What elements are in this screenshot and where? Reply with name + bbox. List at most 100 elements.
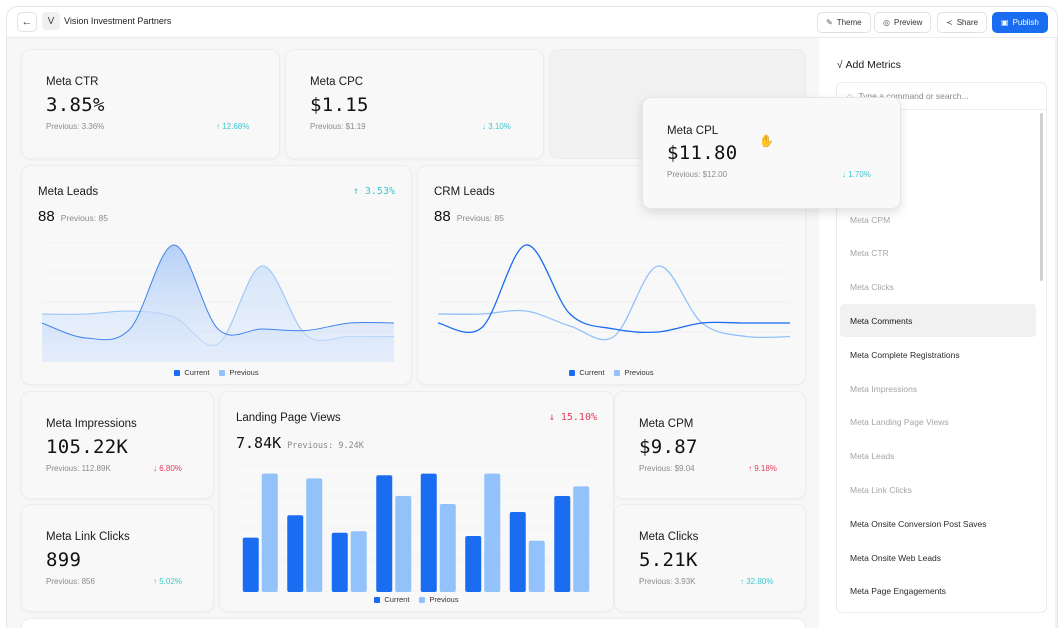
metric-option[interactable]: Meta Comments xyxy=(840,304,1036,338)
bar-previous xyxy=(439,504,456,592)
metric-delta: ↑ 12.68% xyxy=(216,122,250,131)
sqrt-icon: √ xyxy=(837,60,843,71)
command-menu: ○ Meta CPM Meta CTR Meta Clicks Meta Commen… xyxy=(836,82,1047,613)
chart-card-landing-page-views[interactable]: Landing Page Views ↓ 15.10% 7.84K Previou… xyxy=(219,391,614,612)
bar-previous xyxy=(306,478,323,592)
chart-value: 88 Previous: 85 xyxy=(434,208,504,225)
bar-current xyxy=(287,515,304,592)
metric-option[interactable]: Meta Leads xyxy=(850,451,895,462)
metric-previous: Previous: $12.00 xyxy=(667,170,728,179)
chart-card-meta-leads[interactable]: Meta Leads ↑ 3.53% 88 Previous: 85 Curren… xyxy=(21,165,412,385)
metric-previous: Previous: 3.36% xyxy=(46,122,105,131)
metric-delta: ↓ 6.80% xyxy=(153,464,182,473)
metric-option[interactable]: Meta Onsite Web Leads xyxy=(850,552,942,563)
chart-value: 88 Previous: 85 xyxy=(38,208,108,225)
pencil-icon: ✎ xyxy=(826,18,833,27)
chart-title: Landing Page Views xyxy=(236,412,341,424)
metric-value: 105.22K xyxy=(46,436,129,458)
metric-option[interactable]: Meta Link Clicks xyxy=(850,484,912,495)
chart-value: 7.84K Previous: 9.24K xyxy=(236,434,364,452)
back-button[interactable]: ← xyxy=(17,12,37,32)
metric-card-meta-ctr[interactable]: Meta CTR 3.85% Previous: 3.36% ↑ 12.68% xyxy=(21,49,280,159)
bar-current xyxy=(331,532,348,592)
metric-option[interactable]: Meta Page Engagements xyxy=(850,586,946,597)
eye-icon: ◎ xyxy=(883,18,890,27)
save-icon: ▣ xyxy=(1001,18,1009,27)
metric-value: 5.21K xyxy=(639,549,698,571)
chart-legend: Current Previous xyxy=(418,368,805,377)
metric-title: Meta Clicks xyxy=(639,531,699,543)
landing-page-views-bar-chart xyxy=(238,464,594,592)
bar-previous xyxy=(350,531,367,592)
metric-option[interactable]: Meta Onsite Conversion Post Saves xyxy=(850,518,987,529)
bar-previous xyxy=(395,496,412,592)
meta-leads-area-chart xyxy=(42,242,394,362)
command-search-input[interactable] xyxy=(858,91,1029,101)
legend-item-current: Current xyxy=(174,368,209,377)
metric-option[interactable]: Meta CTR xyxy=(850,248,889,259)
chart-previous: Previous: 85 xyxy=(60,213,108,223)
metric-previous: Previous: 856 xyxy=(46,577,95,586)
area-current xyxy=(42,245,394,362)
bar-previous xyxy=(261,473,278,592)
metric-value: $1.15 xyxy=(310,94,369,116)
bar-previous xyxy=(484,473,501,592)
dragging-metric-card-meta-cpl[interactable]: Meta CPL $11.80 Previous: $12.00 ↓ 1.70%… xyxy=(642,97,901,209)
metric-value: 3.85% xyxy=(46,94,105,116)
share-icon: ≺ xyxy=(946,18,953,27)
metric-value: $11.80 xyxy=(667,142,738,164)
add-metrics-panel: √Add Metrics ○ Meta CPM Meta CTR Meta Clic… xyxy=(819,38,1057,628)
bar-current xyxy=(465,536,482,592)
chart-previous: Previous: 85 xyxy=(456,213,504,223)
metric-delta: ↑ 5.02% xyxy=(153,577,182,586)
share-button[interactable]: ≺ Share xyxy=(937,12,988,33)
chart-legend: Current Previous xyxy=(220,595,613,604)
metric-card-meta-link-clicks[interactable]: Meta Link Clicks 899 Previous: 856 ↑ 5.0… xyxy=(21,504,214,612)
metric-option[interactable]: Meta Clicks xyxy=(850,282,894,293)
series-line-previous xyxy=(438,265,790,341)
metric-value: 899 xyxy=(46,549,82,571)
chart-delta: ↓ 15.10% xyxy=(548,412,597,423)
metric-option[interactable]: Meta Impressions xyxy=(850,383,918,394)
company-name: Vision Investment Partners xyxy=(64,16,172,26)
chart-delta: ↑ 3.53% xyxy=(352,186,395,197)
metric-option[interactable]: Meta CPM xyxy=(850,214,891,225)
legend-item-previous: Previous xyxy=(219,368,259,377)
series-line-current xyxy=(438,244,790,334)
top-bar: ← V Vision Investment Partners ✎ Theme ◎… xyxy=(7,7,1057,38)
next-row-card xyxy=(21,618,806,628)
list-scrollbar[interactable] xyxy=(1040,113,1043,281)
preview-button[interactable]: ◎ Preview xyxy=(874,12,932,33)
metric-title: Meta CPL xyxy=(667,125,719,137)
bar-current xyxy=(376,475,393,592)
metric-delta: ↑ 9.18% xyxy=(748,464,777,473)
chart-legend: Current Previous xyxy=(22,368,411,377)
metric-delta: ↓ 1.70% xyxy=(842,170,871,179)
bar-current xyxy=(554,496,571,592)
app-window: ← V Vision Investment Partners ✎ Theme ◎… xyxy=(6,6,1058,628)
metric-option[interactable]: Meta Landing Page Views xyxy=(850,417,949,428)
metric-card-meta-cpm[interactable]: Meta CPM $9.87 Previous: $9.04 ↑ 9.18% xyxy=(614,391,806,499)
chart-title: CRM Leads xyxy=(434,186,495,198)
series-line-current xyxy=(42,244,394,341)
metric-card-meta-cpc[interactable]: Meta CPC $1.15 Previous: $1.19 ↓ 3.10% xyxy=(285,49,544,159)
chart-previous: Previous: 9.24K xyxy=(287,441,364,451)
metric-previous: Previous: $9.04 xyxy=(639,464,695,473)
bar-current xyxy=(420,473,437,592)
bar-current xyxy=(509,512,526,592)
metric-option[interactable]: Meta Complete Registrations xyxy=(850,349,960,360)
theme-button[interactable]: ✎ Theme xyxy=(817,12,871,33)
metric-card-meta-impressions[interactable]: Meta Impressions 105.22K Previous: 112.8… xyxy=(21,391,214,499)
metric-title: Meta CPC xyxy=(310,76,364,88)
publish-button[interactable]: ▣ Publish xyxy=(992,12,1048,33)
search-icon: ○ xyxy=(847,91,853,101)
bar-previous xyxy=(528,540,545,592)
metric-title: Meta Impressions xyxy=(46,418,137,430)
metric-delta: ↓ 3.10% xyxy=(482,122,511,131)
metric-card-meta-clicks[interactable]: Meta Clicks 5.21K Previous: 3.93K ↑ 32.8… xyxy=(614,504,806,612)
command-search: ○ xyxy=(837,83,1046,110)
bar-previous xyxy=(573,486,590,592)
metric-previous: Previous: 112.89K xyxy=(46,464,111,473)
legend-item-current: Current xyxy=(374,595,409,604)
panel-edge xyxy=(1055,38,1057,628)
